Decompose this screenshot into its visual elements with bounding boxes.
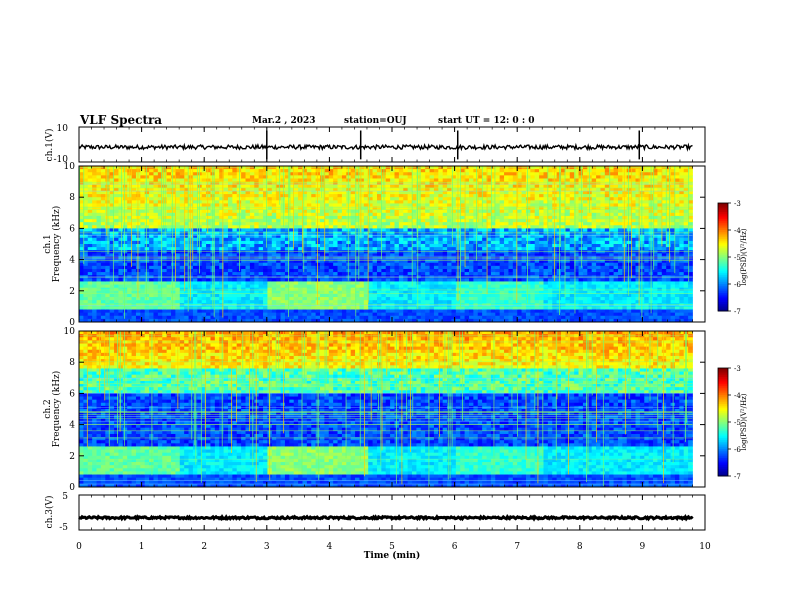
ch1-spectrogram-panel: 10 8 6 4 2 0 ch.1 Frequency (kHz) -3 -4 -5 -6 -7 l… (43, 162, 748, 328)
ch3-ytick-bottom: -5 (59, 523, 68, 533)
ch2-spec-ylabel-channel: ch.2 (43, 399, 53, 418)
ch1-spectrogram-ytick-5: 0 (69, 318, 75, 328)
x-tick-label-7: 7 (514, 542, 520, 552)
x-tick-marks (78, 127, 706, 530)
start-time-label: start UT = 12: 0 : 0 (438, 116, 535, 126)
ch3-waveform-line (78, 513, 694, 522)
ch1-frame (78, 126, 706, 163)
ch1-spectrogram-cbar-tick-2: -5 (734, 254, 741, 262)
ch3-ytick-top: 5 (62, 492, 68, 502)
x-tick-label-10: 10 (699, 542, 711, 552)
ch2-spectrogram-ytick-1: 8 (69, 358, 75, 368)
ch3-ylabel: ch.3(V) (44, 496, 55, 529)
x-tick-label-2: 2 (201, 542, 207, 552)
ch1-waveform-line (78, 142, 693, 152)
ch1-spectrogram-ytick-2: 6 (69, 224, 75, 234)
ch2-spectrogram (79, 331, 693, 488)
date-label: Mar.2 , 2023 (252, 116, 316, 126)
ch1-spectrogram-ytick-4: 2 (69, 287, 75, 297)
ch2-spectrogram-cbar-label: log(PSD)(V²/Hz) (740, 393, 748, 450)
ch2-spectrogram-ytick-5: 0 (69, 483, 75, 493)
ch2-spectrogram-panel: 10 8 6 4 2 0 ch.2 Frequency (kHz) -3 -4 -5 -6 -7 l… (43, 327, 748, 493)
x-tick-label-0: 0 (76, 542, 82, 552)
ch2-colorbar: -3 -4 -5 -6 -7 log(PSD)(V²/Hz) (717, 365, 748, 481)
x-tick-label-6: 6 (452, 542, 458, 552)
ch1-spectrogram-cbar-tick-0: -3 (734, 200, 741, 208)
ch2-spec-ylabel-freq: Frequency (kHz) (51, 371, 62, 448)
ch3-frame (78, 494, 706, 531)
ch1-spectrogram-cbar-tick-3: -6 (734, 281, 741, 289)
ch1-spec-ylabel-freq: Frequency (kHz) (51, 206, 62, 283)
x-axis: 0 1 2 3 4 5 6 7 8 9 10 (76, 542, 711, 552)
ch1-ylabel: ch.1(V) (44, 129, 55, 162)
x-tick-label-5: 5 (389, 542, 395, 552)
ch1-spectrogram-ytick-1: 8 (69, 193, 75, 203)
x-tick-label-9: 9 (640, 542, 646, 552)
ch1-trace (78, 130, 693, 160)
ch2-spec-yticks: 10 8 6 4 2 0 (64, 327, 705, 493)
ch1-spectrogram-ytick-3: 4 (69, 256, 75, 266)
ch1-spectrogram-cbar-tick-1: -4 (734, 227, 741, 235)
ch1-spectrogram-ytick-0: 10 (64, 162, 76, 172)
ch2-spectrogram-ytick-3: 4 (69, 421, 75, 431)
ch2-spectrogram-ytick-4: 2 (69, 452, 75, 462)
station-label: station=OUJ (344, 116, 407, 126)
ch2-spectrogram-cbar-tick-0: -3 (734, 365, 741, 373)
x-tick-label-3: 3 (264, 542, 270, 552)
ch2-spectrogram-cbar-tick-1: -4 (734, 392, 741, 400)
ch2-spectrogram-cbar-tick-4: -7 (734, 473, 741, 481)
ch2-spectrogram-ytick-0: 10 (64, 327, 76, 337)
ch1-spectrogram (79, 166, 693, 323)
x-tick-label-4: 4 (327, 542, 333, 552)
ch1-spectrogram-cbar-label: log(PSD)(V²/Hz) (740, 228, 748, 285)
ch1-colorbar: -3 -4 -5 -6 -7 log(PSD)(V²/Hz) (717, 200, 748, 316)
ch1-ytick-bottom: -10 (54, 155, 69, 165)
ch1-spec-ylabel-channel: ch.1 (43, 234, 53, 253)
x-tick-label-1: 1 (139, 542, 145, 552)
ch1-spectrogram-cbar-tick-4: -7 (734, 308, 741, 316)
ch2-spectrogram-cbar-tick-2: -5 (734, 419, 741, 427)
chart-title: VLF Spectra (80, 113, 163, 127)
ch1-spec-yticks: 10 8 6 4 2 0 (64, 162, 705, 328)
x-tick-label-8: 8 (577, 542, 583, 552)
ch2-spectrogram-ytick-2: 6 (69, 389, 75, 399)
ch1-panel: 10 -10 ch.1(V) (44, 124, 706, 165)
ch3-trace (78, 513, 694, 522)
ch3-panel: 5 -5 ch.3(V) (44, 492, 706, 533)
ch2-spectrogram-cbar-tick-3: -6 (734, 446, 741, 454)
x-axis-label: Time (min) (364, 550, 421, 561)
ch1-ytick-top: 10 (57, 124, 69, 134)
